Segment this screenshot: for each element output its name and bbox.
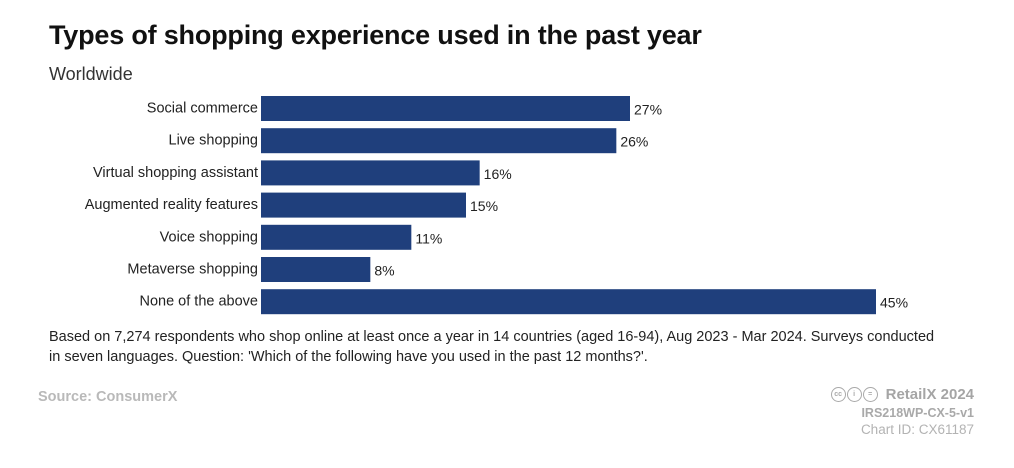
chart-code: IRS218WP-CX-5-v1 <box>861 406 974 420</box>
category-label: Live shopping <box>169 133 259 149</box>
chart-subtitle: Worldwide <box>49 64 133 84</box>
chart-id: Chart ID: CX61187 <box>860 422 974 437</box>
source-label: Source: ConsumerX <box>38 389 178 405</box>
chart-title: Types of shopping experience used in the… <box>49 20 702 50</box>
license-icons: cc i = <box>830 387 878 402</box>
value-label: 26% <box>620 134 648 150</box>
nd-icon: = <box>862 387 878 402</box>
value-label: 27% <box>634 102 662 118</box>
value-label: 16% <box>484 166 512 182</box>
bar <box>261 192 466 218</box>
value-label: 8% <box>374 263 394 279</box>
category-label: None of the above <box>139 294 258 310</box>
cc-icon: cc <box>830 387 846 402</box>
bar <box>261 128 617 154</box>
methodology-note: Based on 7,274 respondents who shop onli… <box>49 329 935 365</box>
bar <box>261 224 412 250</box>
category-label: Virtual shopping assistant <box>93 165 258 181</box>
brand-label: RetailX 2024 <box>885 386 974 403</box>
by-icon: i <box>846 387 862 402</box>
category-label: Metaverse shopping <box>127 262 258 278</box>
category-label: Social commerce <box>147 101 258 117</box>
value-label: 45% <box>880 295 908 311</box>
footer-branding: cc i = RetailX 2024 IRS218WP-CX-5-v1 Cha… <box>830 386 974 437</box>
bar <box>261 289 876 315</box>
value-label: 11% <box>415 230 442 246</box>
category-label: Augmented reality features <box>85 197 258 213</box>
bar <box>261 160 480 186</box>
value-label: 15% <box>470 198 498 214</box>
bar <box>261 257 371 282</box>
bar <box>261 96 630 121</box>
category-label: Voice shopping <box>160 229 258 245</box>
